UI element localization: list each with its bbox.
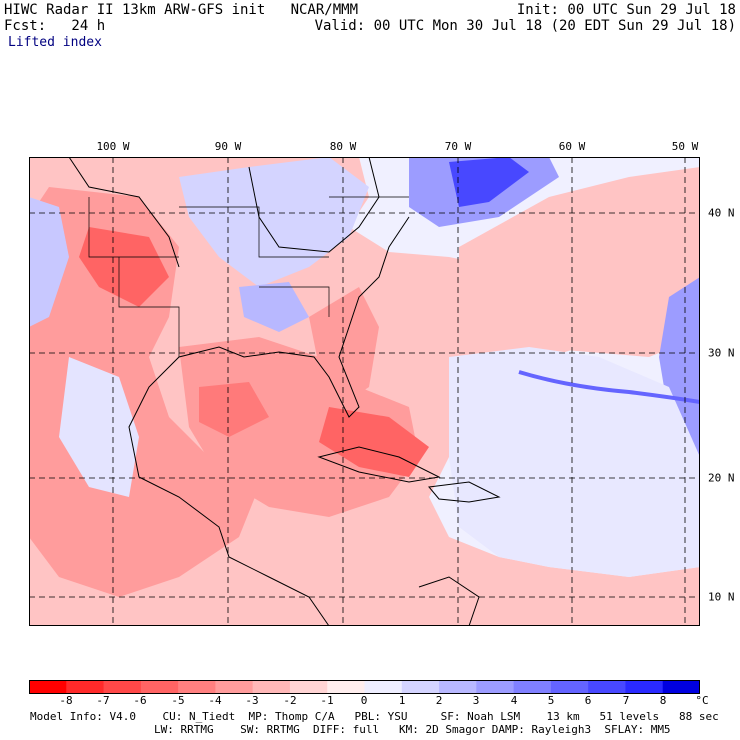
lon-label-80w: 80 W (329, 140, 357, 153)
colorbar-segment (662, 680, 700, 694)
colorbar-segment (364, 680, 403, 694)
lat-label-20n: 20 N (708, 471, 735, 485)
lon-label-90w: 90 W (214, 140, 242, 153)
colorbar-label: -7 (96, 694, 110, 707)
colorbar-label: -5 (171, 694, 185, 707)
colorbar-segment (103, 680, 142, 694)
moderate-instability-florida (309, 287, 379, 407)
colorbar-segment (401, 680, 440, 694)
header-valid-time: Valid: 00 UTC Mon 30 Jul 18 (20 EDT Sun … (314, 18, 736, 34)
header-title: HIWC Radar II 13km ARW-GFS init NCAR/MMM (4, 2, 359, 18)
colorbar (29, 680, 700, 694)
field-name: Lifted index (8, 35, 102, 50)
colorbar-frame (29, 680, 700, 694)
colorbar-label: -3 (245, 694, 259, 707)
state-borders (88, 196, 409, 357)
colorbar-segment (513, 680, 552, 694)
lon-label-60w: 60 W (558, 140, 586, 153)
stable-band-atlantic (518, 370, 700, 404)
colorbar-segment (550, 680, 589, 694)
colorbar-label: -6 (133, 694, 147, 707)
colorbar-segment (476, 680, 515, 694)
footer-physics-info: LW: RRTMG SW: RRTMG DIFF: full KM: 2D Sm… (154, 723, 671, 736)
lon-label-100w: 100 W (96, 140, 130, 153)
colorbar-label: -8 (59, 694, 73, 707)
lat-label-10n: 10 N (708, 590, 735, 604)
colorbar-segment (140, 680, 179, 694)
stable-region-midwest (179, 157, 369, 287)
colorbar-segment (625, 680, 664, 694)
colorbar-label: 2 (435, 694, 443, 707)
lon-label-50w: 50 W (671, 140, 699, 153)
map-frame (29, 157, 700, 626)
stable-region-central-atlantic (449, 347, 700, 577)
lat-lon-grid (29, 157, 700, 626)
stable-core-northeast (449, 157, 529, 207)
lat-label-30n: 30 N (708, 346, 735, 360)
moderate-instability-west (29, 187, 259, 597)
unstable-region-atlantic (459, 167, 700, 362)
lon-label-70w: 70 W (444, 140, 472, 153)
colorbar-label: -4 (208, 694, 222, 707)
colorbar-segment (252, 680, 291, 694)
header-init-time: Init: 00 UTC Sun 29 Jul 18 (516, 2, 736, 18)
colorbar-segment (178, 680, 216, 694)
colorbar-label: -2 (283, 694, 297, 707)
stable-region-mexico (59, 357, 139, 497)
colorbar-segment (439, 680, 477, 694)
header-forecast-hour: Fcst: 24 h (4, 18, 106, 34)
strong-instability-yucatan (199, 382, 269, 437)
colorbar-label: -1 (320, 694, 334, 707)
colorbar-label: 5 (547, 694, 555, 707)
lat-label-40n: 40 N (708, 206, 735, 220)
colorbar-segment (66, 680, 105, 694)
colorbar-segment (215, 680, 254, 694)
colorbar-label: 0 (360, 694, 368, 707)
colorbar-segment (327, 680, 365, 694)
strong-instability-plains (79, 227, 169, 307)
colorbar-label: 7 (622, 694, 630, 707)
colorbar-segment (289, 680, 328, 694)
colorbar-segment (29, 680, 67, 694)
footer-model-info: Model Info: V4.0 CU: N_Tiedt MP: Thomp C… (30, 710, 719, 723)
strong-instability-cuba (319, 407, 429, 477)
colorbar-label: 1 (398, 694, 406, 707)
colorbar-label: 8 (659, 694, 667, 707)
colorbar-segment (588, 680, 626, 694)
stable-region-appalachia (239, 282, 309, 332)
stable-region-southwest (29, 197, 69, 327)
colorbar-label: 4 (510, 694, 518, 707)
colorbar-label: 6 (584, 694, 592, 707)
colorbar-unit: °C (695, 694, 709, 707)
colorbar-label: 3 (472, 694, 480, 707)
lifted-index-map (29, 157, 700, 626)
